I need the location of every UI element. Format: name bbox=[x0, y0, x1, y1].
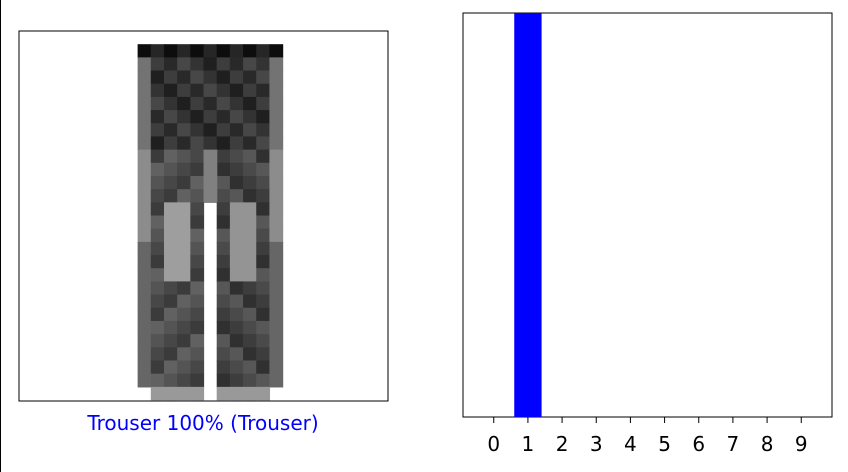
x-tick-label-2: 2 bbox=[556, 432, 569, 456]
x-tick-label-5: 5 bbox=[658, 432, 671, 456]
prediction-label: Trouser 100% (Trouser) bbox=[86, 411, 318, 435]
x-tick-label-7: 7 bbox=[727, 432, 740, 456]
x-tick-label-8: 8 bbox=[761, 432, 774, 456]
x-tick-label-0: 0 bbox=[487, 432, 500, 456]
x-tick-label-9: 9 bbox=[795, 432, 808, 456]
image-panel bbox=[18, 30, 389, 402]
x-tick-label-6: 6 bbox=[692, 432, 705, 456]
bar-1 bbox=[514, 13, 542, 417]
window-edge bbox=[0, 0, 1, 472]
x-tick-label-3: 3 bbox=[590, 432, 603, 456]
x-tick-label-1: 1 bbox=[522, 432, 535, 456]
x-tick-label-4: 4 bbox=[624, 432, 637, 456]
trouser-image bbox=[137, 44, 284, 401]
